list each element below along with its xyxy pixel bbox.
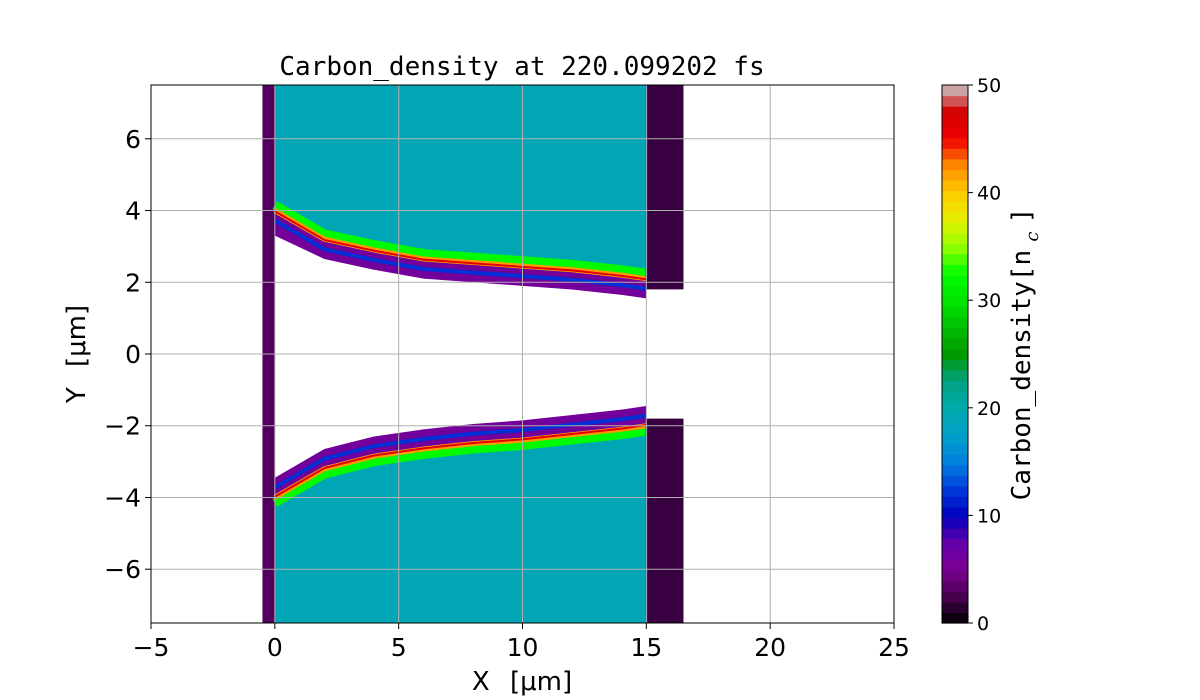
rear-sheath-upper xyxy=(646,85,684,290)
colorbar-segment xyxy=(942,222,968,234)
colorbar-segment xyxy=(942,253,968,265)
colorbar-label: Carbon_density[n c ] xyxy=(1007,208,1045,501)
colorbar-segment xyxy=(942,359,968,371)
x-tick-label: 0 xyxy=(267,633,283,662)
chart-title: Carbon_density at 220.099202 fs xyxy=(279,52,764,82)
colorbar-tick-label: 20 xyxy=(977,398,1001,420)
y-tick-label: −4 xyxy=(104,483,141,512)
colorbar-segment xyxy=(942,496,968,508)
colorbar-segment xyxy=(942,285,968,297)
x-tick-label: −5 xyxy=(133,633,170,662)
colorbar-segment xyxy=(942,85,968,97)
x-axis-ticks: −5 0 5 10 15 20 25 xyxy=(133,623,910,662)
x-tick-label: 15 xyxy=(630,633,662,662)
colorbar-segment xyxy=(942,338,968,350)
colorbar-segment xyxy=(942,390,968,403)
colorbar-label-close: ] xyxy=(1007,208,1037,224)
y-tick-label: −6 xyxy=(104,555,141,584)
colorbar-ticks: 0 10 20 30 40 50 xyxy=(968,75,1001,635)
colorbar-segment xyxy=(942,517,968,529)
colorbar-segment xyxy=(942,327,968,339)
colorbar-segment xyxy=(942,127,968,139)
x-tick-label: 20 xyxy=(754,633,786,662)
colorbar-tick-label: 40 xyxy=(977,183,1001,205)
lower-edge-blue xyxy=(273,413,647,490)
colorbar-frame xyxy=(941,84,969,624)
y-tick-label: 4 xyxy=(125,197,141,226)
y-axis-label-unit: [μm] xyxy=(62,305,92,367)
colorbar-segment xyxy=(942,422,968,434)
x-tick-label: 5 xyxy=(391,633,407,662)
colorbar-segment xyxy=(942,570,968,582)
colorbar-segment xyxy=(942,538,968,550)
colorbar xyxy=(941,84,969,624)
y-tick-label: −2 xyxy=(104,412,141,441)
colorbar-segment xyxy=(942,369,968,381)
upper-edge-green xyxy=(272,201,647,278)
colorbar-segment xyxy=(942,528,968,540)
colorbar-segment xyxy=(942,169,968,181)
colorbar-segment xyxy=(942,412,968,424)
colorbar-segment xyxy=(942,601,968,614)
colorbar-segment xyxy=(942,116,968,128)
colorbar-segment xyxy=(942,443,968,455)
colorbar-segment xyxy=(942,317,968,329)
x-tick-label: 10 xyxy=(507,633,539,662)
colorbar-tick-label: 50 xyxy=(977,75,1001,97)
colorbar-segment xyxy=(942,485,968,498)
x-axis-label: X [μm] xyxy=(472,667,572,697)
colorbar-segment xyxy=(942,179,968,192)
colorbar-segment xyxy=(942,201,968,213)
colorbar-segment xyxy=(942,559,968,571)
colorbar-segment xyxy=(942,137,968,149)
colorbar-segment xyxy=(942,232,968,244)
lower-edge-red xyxy=(274,424,647,498)
x-axis-label-name: X xyxy=(472,667,490,697)
colorbar-segment xyxy=(942,506,968,519)
colorbar-segment xyxy=(942,306,968,318)
colorbar-tick-label: 30 xyxy=(977,290,1001,312)
x-axis-label-unit: [μm] xyxy=(510,667,572,697)
colorbar-segment xyxy=(942,612,968,624)
lower-edge-green xyxy=(272,426,647,507)
colorbar-segment xyxy=(942,454,968,466)
colorbar-segment xyxy=(942,211,968,223)
x-tick-label: 25 xyxy=(878,633,910,662)
colorbar-segment xyxy=(942,190,968,202)
colorbar-segment xyxy=(942,274,968,287)
colorbar-segment xyxy=(942,475,968,487)
grid-layer xyxy=(151,85,894,623)
y-tick-label: 2 xyxy=(125,268,141,297)
colorbar-segment xyxy=(942,106,968,118)
colorbar-segment xyxy=(942,464,968,476)
upper-edge-red xyxy=(274,210,647,281)
colorbar-segment xyxy=(942,158,968,170)
colorbar-segment xyxy=(942,433,968,445)
colorbar-tick-label: 10 xyxy=(977,505,1001,527)
colorbar-segment xyxy=(942,148,968,160)
colorbar-segment xyxy=(942,264,968,276)
y-axis-label-name: Y xyxy=(62,387,92,404)
y-axis-ticks: −6 −4 −2 0 2 4 6 xyxy=(104,125,151,584)
colorbar-segment xyxy=(942,549,968,561)
upper-edge-blue xyxy=(273,218,647,291)
colorbar-segment xyxy=(942,295,968,308)
colorbar-segment xyxy=(942,95,968,107)
colorbar-segment xyxy=(942,380,968,392)
colorbar-segment xyxy=(942,348,968,360)
colorbar-tick-label: 0 xyxy=(977,613,989,635)
rear-sheath-lower xyxy=(646,418,684,623)
y-tick-label: 0 xyxy=(125,340,141,369)
colorbar-label-sub: c xyxy=(1022,232,1043,242)
y-axis-label: Y [μm] xyxy=(62,305,92,404)
y-tick-label: 6 xyxy=(125,125,141,154)
colorbar-segment xyxy=(942,580,968,592)
colorbar-segment xyxy=(942,591,968,603)
colorbar-segment xyxy=(942,243,968,255)
channel-vacuum xyxy=(274,235,647,478)
colorbar-label-main: Carbon_density[n xyxy=(1007,250,1037,500)
colorbar-segment xyxy=(942,401,968,413)
